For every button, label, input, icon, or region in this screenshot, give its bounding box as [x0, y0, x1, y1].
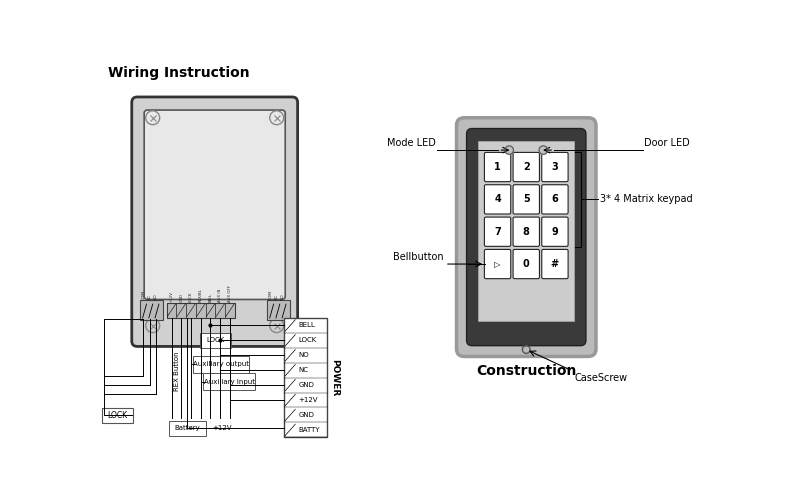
- Text: GND: GND: [298, 382, 314, 388]
- Bar: [215, 302, 225, 318]
- Text: Mode LED: Mode LED: [386, 138, 435, 148]
- Text: 4: 4: [494, 194, 501, 204]
- Text: LOCK: LOCK: [298, 338, 317, 344]
- FancyBboxPatch shape: [194, 356, 249, 372]
- Text: 1: 1: [494, 162, 501, 172]
- Text: AUX IN: AUX IN: [218, 288, 222, 302]
- Text: NO: NO: [281, 294, 285, 300]
- Text: +12V: +12V: [170, 291, 174, 302]
- Text: GND: GND: [298, 412, 314, 418]
- FancyBboxPatch shape: [102, 408, 133, 422]
- Text: 5: 5: [523, 194, 530, 204]
- Bar: [186, 302, 196, 318]
- FancyBboxPatch shape: [542, 184, 568, 214]
- Text: COM: COM: [269, 290, 273, 300]
- FancyBboxPatch shape: [132, 97, 298, 346]
- Text: Door LED: Door LED: [644, 138, 690, 148]
- FancyBboxPatch shape: [513, 250, 539, 278]
- Bar: [176, 302, 186, 318]
- Text: Bellbutton: Bellbutton: [393, 252, 443, 262]
- Text: 7: 7: [494, 226, 501, 236]
- FancyBboxPatch shape: [485, 217, 510, 246]
- Bar: [166, 302, 235, 318]
- FancyBboxPatch shape: [485, 152, 510, 182]
- Text: GND: GND: [179, 293, 183, 302]
- Text: BATTY: BATTY: [298, 427, 320, 433]
- Text: 9: 9: [551, 226, 558, 236]
- Circle shape: [505, 146, 514, 154]
- Text: #: #: [551, 259, 559, 269]
- Text: AUX OFF: AUX OFF: [228, 285, 232, 302]
- FancyBboxPatch shape: [485, 184, 510, 214]
- Circle shape: [539, 146, 547, 154]
- FancyBboxPatch shape: [139, 300, 162, 320]
- Text: Wiring Instruction: Wiring Instruction: [108, 66, 250, 80]
- FancyBboxPatch shape: [457, 118, 596, 356]
- Text: REX Button: REX Button: [174, 352, 180, 391]
- FancyBboxPatch shape: [542, 217, 568, 246]
- Bar: [166, 302, 176, 318]
- Bar: [225, 302, 235, 318]
- Bar: [206, 302, 215, 318]
- Text: 0: 0: [523, 259, 530, 269]
- FancyBboxPatch shape: [466, 128, 586, 346]
- FancyBboxPatch shape: [513, 152, 539, 182]
- Text: NC: NC: [147, 294, 152, 300]
- Text: Construction: Construction: [476, 364, 576, 378]
- FancyBboxPatch shape: [266, 300, 290, 320]
- Text: LOCK: LOCK: [107, 411, 127, 420]
- FancyBboxPatch shape: [201, 333, 231, 347]
- Text: NC: NC: [298, 367, 308, 373]
- Text: 6: 6: [551, 194, 558, 204]
- Text: BELL: BELL: [209, 292, 213, 302]
- Text: Auxiliary output: Auxiliary output: [194, 361, 250, 367]
- Text: NO: NO: [154, 294, 158, 300]
- Text: REX/BL: REX/BL: [198, 288, 202, 302]
- Text: +12V: +12V: [212, 426, 232, 432]
- FancyBboxPatch shape: [513, 217, 539, 246]
- FancyBboxPatch shape: [169, 421, 206, 436]
- FancyBboxPatch shape: [485, 250, 510, 278]
- FancyBboxPatch shape: [203, 374, 255, 390]
- FancyBboxPatch shape: [513, 184, 539, 214]
- Bar: [196, 302, 206, 318]
- Text: NO: NO: [298, 352, 309, 358]
- Text: ▷: ▷: [494, 260, 501, 268]
- Text: CaseScrew: CaseScrew: [574, 372, 627, 382]
- Text: POWER: POWER: [330, 359, 339, 396]
- Text: NC: NC: [274, 294, 278, 300]
- FancyBboxPatch shape: [542, 250, 568, 278]
- Text: 3* 4 Matrix keypad: 3* 4 Matrix keypad: [600, 194, 693, 204]
- Text: COM: COM: [142, 290, 146, 300]
- Text: LOCK: LOCK: [206, 338, 225, 344]
- Text: Auxiliary Input: Auxiliary Input: [203, 379, 254, 385]
- Text: BELL: BELL: [298, 322, 315, 328]
- Bar: [285, 318, 327, 438]
- Text: LOCK: LOCK: [189, 292, 193, 302]
- Text: 8: 8: [523, 226, 530, 236]
- Text: Battery: Battery: [174, 426, 200, 432]
- FancyBboxPatch shape: [542, 152, 568, 182]
- Text: 2: 2: [523, 162, 530, 172]
- Text: 3: 3: [551, 162, 558, 172]
- Text: +12V: +12V: [298, 397, 318, 403]
- FancyBboxPatch shape: [478, 141, 574, 321]
- FancyBboxPatch shape: [144, 110, 286, 300]
